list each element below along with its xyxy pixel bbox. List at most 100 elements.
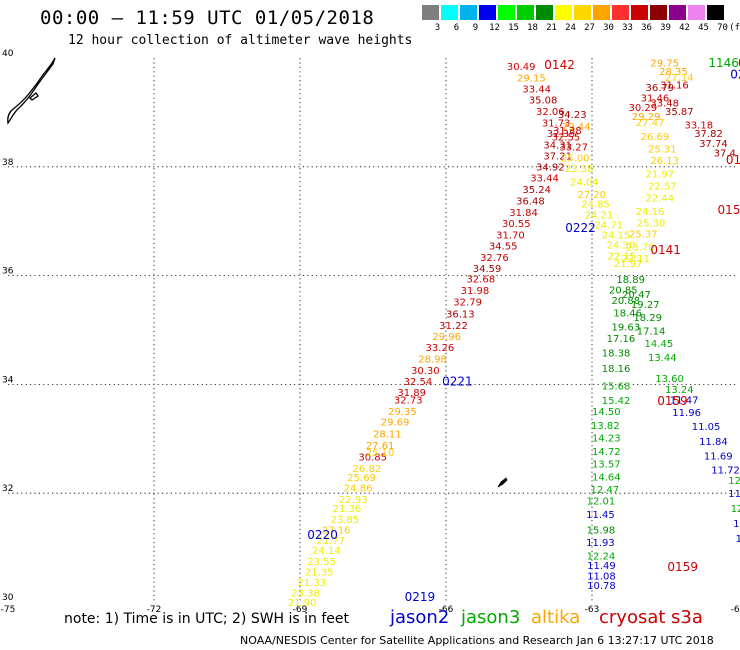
wave-height-value: 31.98 [461, 286, 490, 297]
wave-height-value: 23.38 [565, 164, 594, 175]
wave-height-value: 11 [736, 534, 740, 545]
wave-height-value: 37.82 [694, 129, 723, 140]
legend-label: 30 [603, 23, 614, 33]
wave-height-value: 24.21 [585, 210, 614, 221]
legend-label: 27 [584, 23, 595, 33]
wave-height-value: 31.16 [660, 80, 689, 91]
legend-swatch [441, 5, 458, 20]
legend-swatch [460, 5, 477, 20]
legend-swatch [707, 5, 724, 20]
wave-height-value: 35.08 [529, 96, 558, 107]
wave-height-value: 12.60 [728, 476, 740, 487]
wave-height-value: 25.10 [366, 448, 395, 459]
pass-time-label: 0141 [650, 243, 681, 257]
wave-height-value: 25.37 [629, 230, 658, 241]
wave-height-value: 18.38 [602, 349, 631, 360]
wave-height-value: 11.45 [586, 510, 615, 521]
wave-height-value: 24.15 [602, 231, 631, 242]
wave-height-value: 17.14 [637, 326, 666, 337]
wave-height-value: 33.18 [684, 121, 713, 132]
wave-height-value: 26.82 [353, 464, 382, 475]
wave-height-value: 20.88 [611, 296, 640, 307]
legend-label: 39 [660, 23, 671, 33]
wave-height-value: 30.30 [411, 366, 440, 377]
legend-label: 6 [453, 23, 460, 33]
lon-tick-label: -72 [147, 605, 162, 615]
wave-height-value: 18.89 [616, 275, 645, 286]
wave-height-value: 14.45 [645, 339, 674, 350]
wave-height-value: 31.84 [509, 208, 538, 219]
satellite-jason3-label: jason3 [461, 607, 521, 628]
wave-height-value: 19.63 [611, 323, 640, 334]
wave-height-value: 36.13 [446, 309, 475, 320]
wave-height-value: 32.06 [536, 107, 565, 118]
wave-height-value: 33.26 [426, 343, 455, 354]
wave-height-value: 11.93 [586, 538, 615, 549]
wave-height-value: 22.93 [339, 495, 368, 506]
pass-time-label: 0221 [442, 374, 473, 388]
legend-swatch [650, 5, 667, 20]
wave-height-value: 24.30 [607, 240, 636, 251]
lon-tick-label: -66 [439, 605, 454, 615]
wave-height-value: 13.82 [591, 421, 620, 432]
wave-height-value: 13.24 [665, 385, 694, 396]
wave-height-value: 26.69 [641, 132, 670, 143]
wave-height-value: 25.31 [648, 145, 677, 156]
wave-height-value: 20.47 [622, 290, 651, 301]
wave-height-value: 22.44 [646, 194, 675, 205]
wave-height-value: 34.23 [558, 110, 587, 121]
wave-height-value: 21.36 [333, 504, 362, 515]
satellite-altika-label: altika [531, 607, 581, 628]
lat-tick-label: 32 [2, 484, 13, 494]
wave-height-value: 30.29 [629, 103, 658, 114]
lon-tick-label: -60 [731, 605, 740, 615]
wave-height-value: 21.35 [305, 567, 334, 578]
wave-height-value: 25.00 [561, 153, 590, 164]
wave-height-value: 11.84 [699, 437, 728, 448]
wave-height-value: 14.72 [592, 447, 621, 458]
wave-height-value: 12.01 [587, 497, 616, 508]
wave-height-value: 23.55 [307, 557, 336, 568]
wave-height-value: 29.96 [432, 332, 461, 343]
wave-height-value: 34.59 [473, 264, 502, 275]
wave-height-value: 18.16 [602, 364, 631, 375]
wave-height-value: 25.69 [347, 473, 376, 484]
pass-time-label: 0223 [730, 68, 740, 82]
wave-height-value: 29.35 [388, 407, 417, 418]
legend-swatch [612, 5, 629, 20]
legend-label: 24 [565, 23, 576, 33]
wave-height-value: 28.98 [418, 355, 447, 366]
footer-note: note: 1) Time is in UTC; 2) SWH is in fe… [64, 611, 350, 627]
wave-height-value: 11.05 [692, 422, 721, 433]
wave-height-value: 11.8 [728, 489, 740, 500]
wave-height-value: 32.68 [466, 275, 495, 286]
wave-height-value: 37.21 [543, 152, 572, 163]
legend-label: 15 [508, 23, 519, 33]
wave-height-value: 18.29 [633, 313, 662, 324]
wave-height-value: 32.55 [552, 133, 581, 144]
wave-height-value: 31.73 [542, 119, 571, 130]
satellite-s3a-label: s3a [671, 607, 703, 628]
credit-line: NOAA/NESDIS Center for Satellite Applica… [240, 634, 714, 647]
wave-height-value: 17.16 [607, 334, 636, 345]
lat-tick-label: 30 [2, 593, 14, 603]
legend-label: 21 [546, 23, 557, 33]
legend-swatch [688, 5, 705, 20]
legend-label: 42 [679, 23, 690, 33]
wave-height-value: 27.47 [636, 118, 665, 129]
lat-tick-label: 38 [2, 158, 14, 168]
lat-lon-grid [8, 58, 738, 602]
wave-height-value: 30.85 [358, 453, 387, 464]
lon-tick-label: -75 [1, 605, 16, 615]
wave-height-value: 31.38 [553, 126, 582, 137]
wave-height-value: 15.98 [587, 525, 616, 536]
wave-height-value: 32.76 [480, 253, 509, 264]
legend-label: 18 [527, 23, 538, 33]
legend-swatch [631, 5, 648, 20]
legend-label: 9 [472, 23, 479, 33]
pass-time-labels: 0142 0223 0222 0221 0220 0219 0158 0141 0159 0159… [307, 56, 740, 604]
lon-tick-label: -63 [585, 605, 600, 615]
wave-height-value: 27.14 [665, 73, 694, 84]
wave-height-value: 11.72 [711, 466, 740, 477]
wave-height-value: 24.04 [570, 177, 599, 188]
